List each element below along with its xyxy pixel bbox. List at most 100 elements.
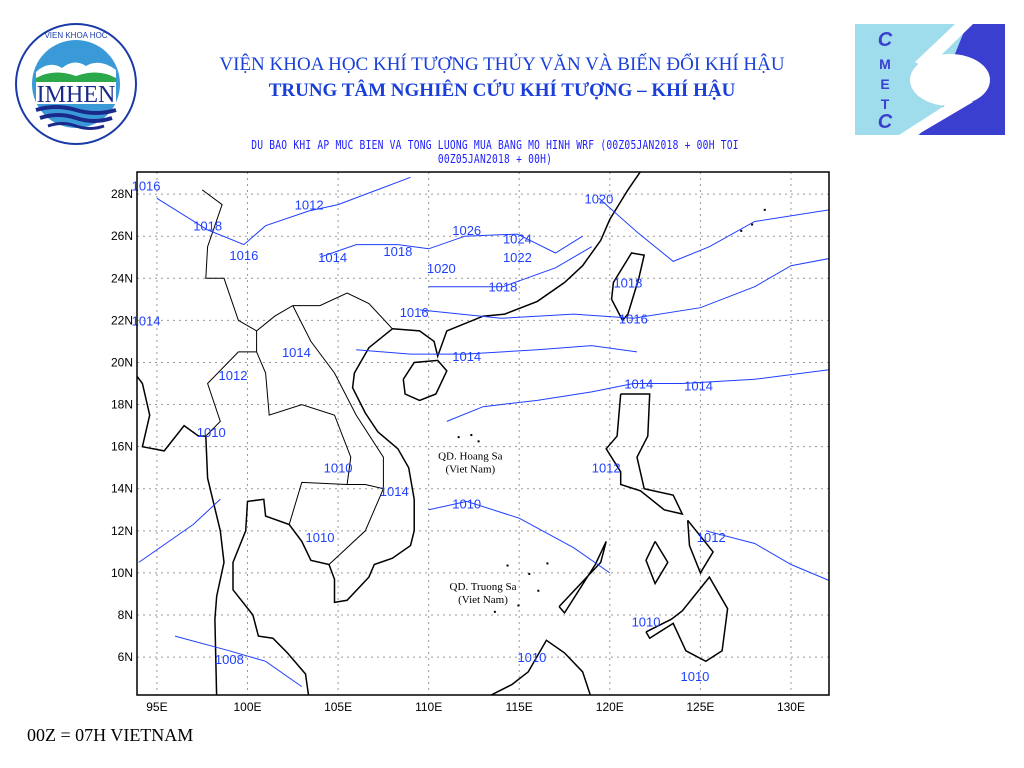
svg-text:C: C bbox=[878, 111, 893, 133]
coastline bbox=[137, 375, 225, 695]
svg-text:IMHEN: IMHEN bbox=[37, 82, 116, 108]
y-tick-label: 10N bbox=[111, 566, 133, 580]
island-dot bbox=[740, 229, 743, 232]
isobar-line bbox=[156, 176, 411, 246]
isobar-label: 1010 bbox=[632, 614, 661, 629]
isobar-line bbox=[356, 345, 638, 355]
isobar-label: 1018 bbox=[613, 275, 642, 290]
coastline bbox=[645, 541, 669, 586]
island-dot bbox=[477, 440, 480, 443]
isobar-line bbox=[705, 530, 829, 582]
coastline bbox=[402, 359, 448, 402]
isobar-label: 1010 bbox=[517, 650, 546, 665]
y-tick-label: 14N bbox=[111, 482, 133, 496]
isobar-label: 1014 bbox=[452, 349, 481, 364]
island-dot bbox=[506, 564, 509, 567]
border-line bbox=[288, 481, 348, 525]
coastline bbox=[610, 252, 646, 322]
isobar-label: 1012 bbox=[219, 368, 248, 383]
svg-text:C: C bbox=[878, 29, 893, 51]
border-line bbox=[205, 351, 257, 437]
x-tick-label: 115E bbox=[506, 700, 533, 714]
isobar-label: 1012 bbox=[295, 198, 324, 213]
y-tick-label: 24N bbox=[111, 271, 133, 285]
y-tick-label: 28N bbox=[111, 187, 133, 201]
island-annotation-country: (Viet Nam) bbox=[458, 594, 508, 606]
isobar-label: 1010 bbox=[680, 669, 709, 684]
island-annotation-country: (Viet Nam) bbox=[445, 463, 495, 475]
isobar-line bbox=[138, 498, 221, 563]
y-tick-label: 6N bbox=[118, 650, 133, 664]
isobar-label: 1016 bbox=[400, 305, 429, 320]
isobar-line bbox=[319, 233, 583, 258]
island-dot bbox=[470, 434, 473, 437]
isobar-label: 1014 bbox=[684, 379, 713, 394]
island-dot bbox=[763, 208, 766, 211]
coastline bbox=[645, 575, 729, 663]
island-annotation-name: QD. Truong Sa bbox=[450, 581, 517, 593]
svg-text:E: E bbox=[880, 76, 889, 92]
isobar-label: 1014 bbox=[132, 313, 161, 328]
isobar-line bbox=[174, 635, 303, 688]
svg-text:M: M bbox=[879, 56, 891, 72]
isobar-label: 1020 bbox=[584, 191, 613, 206]
island-dot bbox=[528, 572, 531, 575]
y-tick-label: 12N bbox=[111, 524, 133, 538]
x-tick-label: 100E bbox=[233, 700, 261, 714]
x-tick-label: 110E bbox=[415, 700, 442, 714]
isobar-label: 1018 bbox=[488, 280, 517, 295]
y-tick-label: 18N bbox=[111, 398, 133, 412]
x-tick-label: 120E bbox=[596, 700, 624, 714]
isobar-label: 1018 bbox=[193, 219, 222, 234]
y-tick-label: 8N bbox=[118, 608, 133, 622]
isobar-label: 1008 bbox=[215, 652, 244, 667]
timezone-note: 00Z = 07H VIETNAM bbox=[27, 725, 194, 745]
island-annotation-name: QD. Hoang Sa bbox=[438, 450, 503, 462]
isobar-label: 1018 bbox=[383, 244, 412, 259]
isobar-label: 1016 bbox=[229, 248, 258, 263]
map-title: DU BAO KHI AP MUC BIEN VA TONG LUONG MUA… bbox=[251, 138, 739, 166]
border-line bbox=[256, 305, 384, 490]
x-tick-label: 95E bbox=[146, 700, 167, 714]
isobar-line bbox=[428, 246, 592, 288]
coastline bbox=[392, 172, 642, 359]
x-tick-label: 105E bbox=[324, 700, 352, 714]
isobar-label: 1026 bbox=[452, 223, 481, 238]
border-line bbox=[328, 488, 384, 565]
y-tick-label: 22N bbox=[111, 313, 133, 327]
map-layers bbox=[137, 172, 829, 695]
isobar-label: 1014 bbox=[318, 250, 347, 265]
isobar-label: 1022 bbox=[503, 250, 532, 265]
isobar-label: 1016 bbox=[132, 179, 161, 194]
isobar-label: 1010 bbox=[306, 530, 335, 545]
isobar-line bbox=[419, 258, 829, 319]
isobar-label: 1016 bbox=[619, 311, 648, 326]
center-title: TRUNG TÂM NGHIÊN CỨU KHÍ TƯỢNG – KHÍ HẬU bbox=[268, 80, 736, 101]
isobar-label: 1012 bbox=[697, 530, 726, 545]
isobar-label: 1014 bbox=[624, 377, 653, 392]
island-dot bbox=[537, 589, 540, 592]
island-dot bbox=[546, 562, 549, 565]
isobar-line bbox=[598, 197, 829, 262]
imhen-logo: IMHEN VIEN KHOA HOC bbox=[14, 22, 138, 146]
map-frame bbox=[136, 171, 830, 696]
isobar-label: 1010 bbox=[452, 496, 481, 511]
coastline bbox=[489, 639, 592, 695]
island-dot bbox=[493, 610, 496, 613]
isobar-label: 1012 bbox=[592, 461, 621, 476]
coastline bbox=[232, 328, 415, 695]
x-tick-label: 125E bbox=[686, 700, 714, 714]
coastline bbox=[686, 519, 715, 575]
isobar-label: 1010 bbox=[324, 461, 353, 476]
island-dot bbox=[517, 604, 520, 607]
isobar-label: 1014 bbox=[282, 345, 311, 360]
institute-title: VIỆN KHOA HỌC KHÍ TƯỢNG THỦY VĂN VÀ BIẾN… bbox=[219, 54, 785, 75]
isobar-label: 1024 bbox=[503, 231, 532, 246]
isobar-line bbox=[428, 500, 611, 574]
svg-text:VIEN KHOA HOC: VIEN KHOA HOC bbox=[44, 31, 107, 40]
island-dot bbox=[457, 436, 460, 439]
isobar-label: 1020 bbox=[427, 261, 456, 276]
y-tick-label: 26N bbox=[111, 229, 133, 243]
